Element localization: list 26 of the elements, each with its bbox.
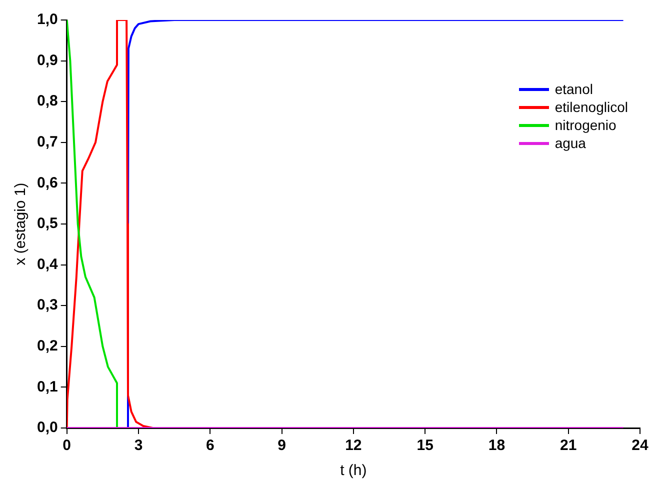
x-tick-label: 21 bbox=[560, 437, 577, 454]
y-tick-label: 0,9 bbox=[36, 52, 58, 69]
y-tick-label: 0,8 bbox=[36, 92, 58, 110]
legend-label: nitrogenio bbox=[554, 117, 616, 133]
y-tick-label: 0,6 bbox=[36, 174, 58, 192]
y-tick-label: 0,0 bbox=[36, 419, 58, 436]
x-tick-label: 12 bbox=[345, 437, 362, 454]
y-tick-label: 0,1 bbox=[36, 378, 58, 396]
x-tick-label: 3 bbox=[134, 437, 143, 454]
y-axis-title: x (estagio 1) bbox=[12, 182, 30, 266]
x-tick-label: 9 bbox=[278, 437, 286, 454]
y-tick-label: 0,4 bbox=[36, 256, 58, 273]
x-axis-title: t (h) bbox=[340, 462, 367, 480]
legend-label: etilenoglicol bbox=[554, 99, 628, 115]
y-tick-label: 0,3 bbox=[36, 296, 58, 314]
y-tick-label: 0,7 bbox=[36, 134, 58, 151]
x-tick-label: 18 bbox=[488, 437, 506, 454]
y-tick-label: 1,0 bbox=[36, 11, 58, 28]
y-tick-label: 0,2 bbox=[36, 338, 58, 355]
x-tick-label: 15 bbox=[416, 437, 434, 454]
x-tick-label: 6 bbox=[206, 437, 214, 454]
x-tick-label: 0 bbox=[62, 437, 72, 454]
legend-label: etanol bbox=[554, 81, 593, 97]
y-tick-label: 0,5 bbox=[36, 215, 58, 232]
x-tick-label: 24 bbox=[632, 437, 649, 454]
legend-label: agua bbox=[554, 135, 586, 151]
